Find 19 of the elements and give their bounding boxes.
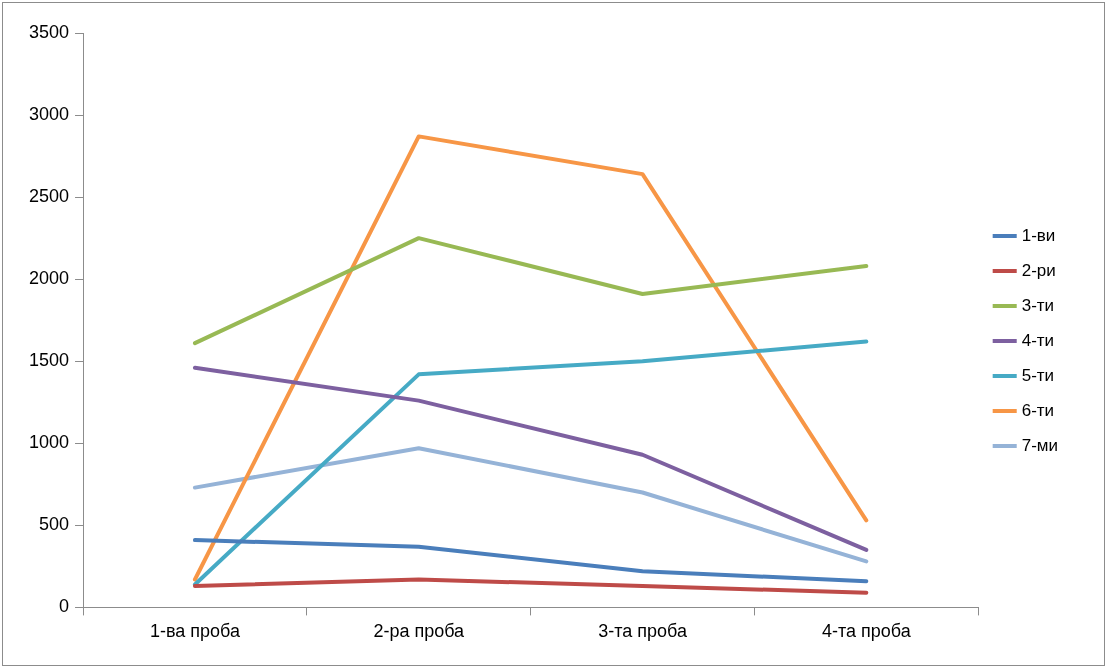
y-tick-label: 2500 [29, 186, 70, 207]
x-tick-label: 1-ва проба [149, 621, 241, 642]
y-tick-label: 2000 [29, 268, 70, 289]
legend-label: 5-ти [1021, 365, 1055, 385]
x-tick-label: 3-та проба [598, 621, 688, 642]
legend-label: 2-ри [1021, 260, 1056, 280]
x-tick-label: 4-та проба [821, 621, 912, 642]
legend-label: 6-ти [1021, 400, 1055, 420]
y-tick-label: 0 [59, 596, 70, 617]
y-tick-label: 1500 [29, 350, 70, 371]
y-tick-label: 3000 [29, 104, 70, 125]
legend-label: 1-ви [1021, 225, 1056, 245]
legend-label: 7-ми [1021, 435, 1059, 455]
y-tick-label: 500 [39, 514, 70, 535]
legend-label: 4-ти [1021, 330, 1055, 350]
y-tick-label: 3500 [29, 21, 70, 42]
legend-label: 3-ти [1021, 295, 1055, 315]
x-tick-label: 2-ра проба [373, 621, 466, 642]
y-tick-label: 1000 [29, 432, 70, 453]
